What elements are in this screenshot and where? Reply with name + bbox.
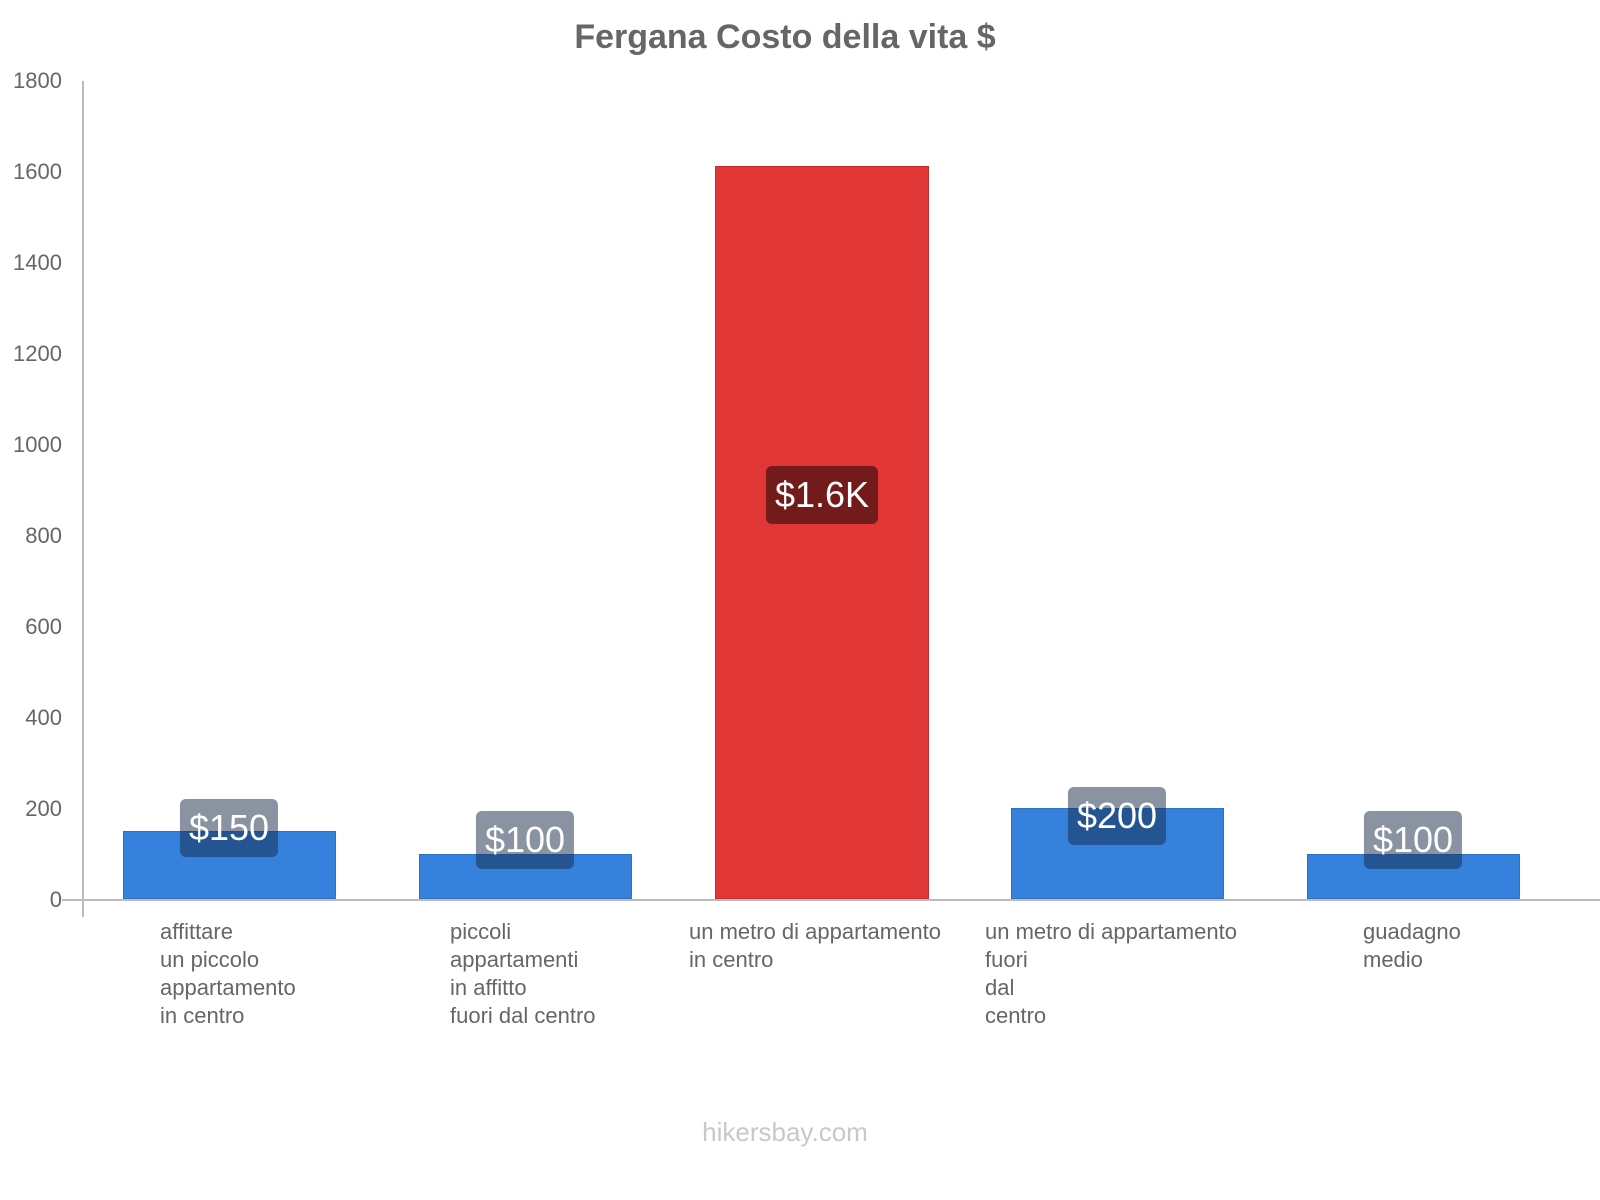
value-label: $100 [1363, 811, 1463, 869]
value-label: $100 [475, 811, 575, 869]
x-category-label: affittare un piccolo appartamento in cen… [160, 919, 296, 1028]
x-category-label: un metro di appartamento fuori dal centr… [985, 919, 1237, 1028]
x-axis-line [62, 899, 1600, 901]
y-tick-label: 1400 [13, 250, 62, 275]
y-tick-label: 800 [25, 523, 62, 548]
y-tick-label: 1600 [13, 159, 62, 184]
x-category-label: piccoli appartamenti in affitto fuori da… [450, 919, 596, 1028]
watermark: hikersbay.com [702, 1117, 868, 1147]
y-tick-label: 0 [49, 887, 62, 912]
y-axis-line [82, 81, 84, 917]
chart-title: Fergana Costo della vita $ [574, 18, 996, 56]
y-tick-label: 1200 [13, 341, 62, 366]
y-tick-label: 200 [25, 796, 62, 821]
bar-sqm-center[interactable] [715, 166, 929, 899]
value-label: $200 [1067, 787, 1167, 845]
y-tick-label: 1800 [13, 68, 62, 93]
y-tick-label: 600 [25, 614, 62, 639]
value-label: $150 [179, 799, 279, 857]
y-tick-label: 400 [25, 705, 62, 730]
value-label: $1.6K [765, 466, 879, 524]
y-tick-label: 1000 [13, 432, 62, 457]
x-category-label: guadagno medio [1363, 919, 1461, 972]
x-category-label: un metro di appartamento in centro [689, 919, 941, 972]
